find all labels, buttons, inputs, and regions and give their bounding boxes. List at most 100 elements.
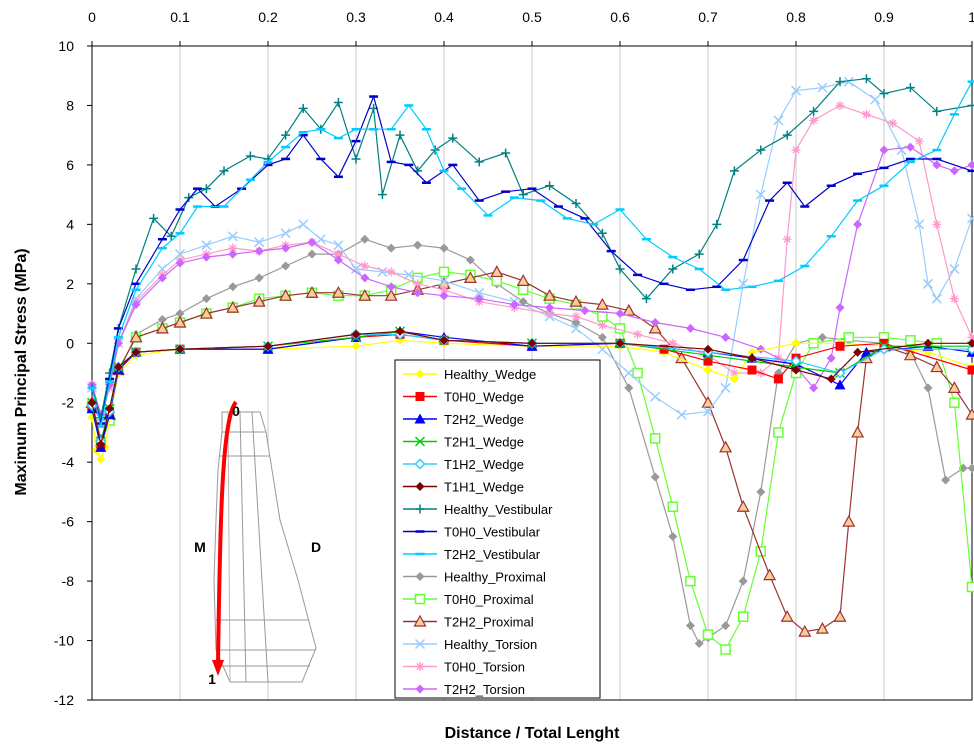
data-point — [129, 330, 143, 343]
legend-entry: T0H0_Wedge — [403, 390, 524, 405]
series-line — [91, 104, 973, 420]
data-point — [595, 297, 609, 310]
data-point — [649, 433, 661, 444]
tooth-outline — [213, 411, 317, 683]
data-point — [835, 100, 845, 110]
data-point — [896, 145, 907, 156]
data-point — [888, 118, 898, 128]
data-point — [905, 142, 915, 152]
data-point — [490, 265, 504, 278]
data-point — [307, 237, 317, 247]
data-point — [228, 249, 238, 259]
data-point — [967, 160, 974, 170]
y-tick-label: 10 — [58, 38, 74, 54]
y-tick-label: -10 — [54, 633, 74, 649]
data-point — [668, 264, 678, 274]
data-point — [967, 332, 974, 342]
data-point — [763, 568, 777, 581]
legend-entry: T1H2_Wedge — [403, 457, 524, 472]
data-point — [809, 383, 819, 393]
data-point — [439, 243, 449, 253]
data-point — [571, 199, 581, 209]
legend-entry: T2H2_Torsion — [403, 682, 525, 697]
data-point — [861, 109, 871, 119]
data-point — [843, 76, 854, 87]
data-point — [903, 348, 917, 361]
data-point — [527, 338, 537, 348]
data-point — [703, 356, 713, 366]
data-point — [703, 344, 713, 354]
data-point — [413, 240, 423, 250]
data-point — [228, 282, 238, 292]
data-point — [439, 335, 449, 345]
data-point — [597, 320, 607, 330]
data-point — [623, 367, 634, 379]
data-point — [87, 398, 97, 408]
data-point — [263, 341, 273, 351]
data-point — [879, 145, 889, 155]
data-point — [96, 454, 106, 464]
data-point — [966, 213, 974, 224]
data-point — [615, 309, 625, 319]
data-point — [149, 213, 159, 223]
data-point — [798, 624, 812, 637]
data-point — [949, 397, 960, 408]
data-point — [949, 263, 960, 274]
data-point — [570, 323, 582, 334]
data-point — [384, 288, 398, 301]
data-point — [947, 381, 961, 393]
path-arrow — [216, 400, 238, 665]
data-point — [729, 368, 739, 378]
data-point — [702, 406, 714, 417]
data-point — [571, 312, 581, 322]
legend-swatch-marker — [415, 392, 425, 401]
data-point — [281, 243, 291, 253]
data-point — [333, 255, 343, 265]
data-point — [545, 309, 555, 319]
y-tick-label: -4 — [62, 454, 75, 470]
data-point — [438, 275, 450, 286]
data-point — [729, 374, 739, 384]
legend-label: Healthy_Proximal — [444, 570, 546, 585]
data-point — [622, 303, 636, 316]
data-point — [773, 374, 783, 384]
legend-label: T0H0_Wedge — [444, 390, 524, 405]
data-point — [835, 303, 845, 313]
data-point — [703, 365, 713, 375]
y-axis-ticks: 10 8 6 4 2 0 -2 -4 -6 -8 -10 -12 — [54, 38, 92, 708]
y-tick-label: -8 — [62, 573, 75, 589]
data-point — [650, 391, 661, 402]
series-T0H0_Vestibular — [87, 94, 974, 425]
data-point — [851, 425, 865, 438]
data-point — [967, 100, 974, 110]
data-point — [279, 288, 293, 301]
data-point — [685, 323, 695, 333]
legend-swatch-marker — [413, 614, 427, 627]
data-point — [386, 282, 396, 292]
inset-label-bottom: 1 — [208, 671, 216, 687]
data-point — [545, 181, 555, 191]
data-point — [413, 279, 423, 289]
data-point — [737, 611, 749, 623]
data-point — [254, 246, 264, 256]
legend-swatch-marker — [414, 436, 426, 447]
data-point — [113, 362, 123, 372]
y-tick-label: 2 — [66, 276, 74, 292]
data-point — [853, 219, 863, 229]
data-point — [614, 323, 626, 334]
legend-label: T1H2_Wedge — [444, 457, 524, 472]
data-point — [879, 338, 889, 348]
legend-label: T2H2_Torsion — [444, 682, 525, 697]
data-point — [465, 255, 475, 265]
data-point — [738, 576, 748, 586]
data-point — [834, 367, 846, 379]
data-point — [780, 610, 794, 622]
legend-swatch-marker — [415, 504, 425, 514]
tooth-inner-line — [251, 411, 269, 683]
data-point — [712, 219, 722, 229]
data-point — [668, 532, 678, 541]
data-point — [395, 326, 405, 336]
data-point — [597, 228, 607, 238]
data-point — [729, 166, 739, 176]
data-point — [358, 288, 372, 301]
